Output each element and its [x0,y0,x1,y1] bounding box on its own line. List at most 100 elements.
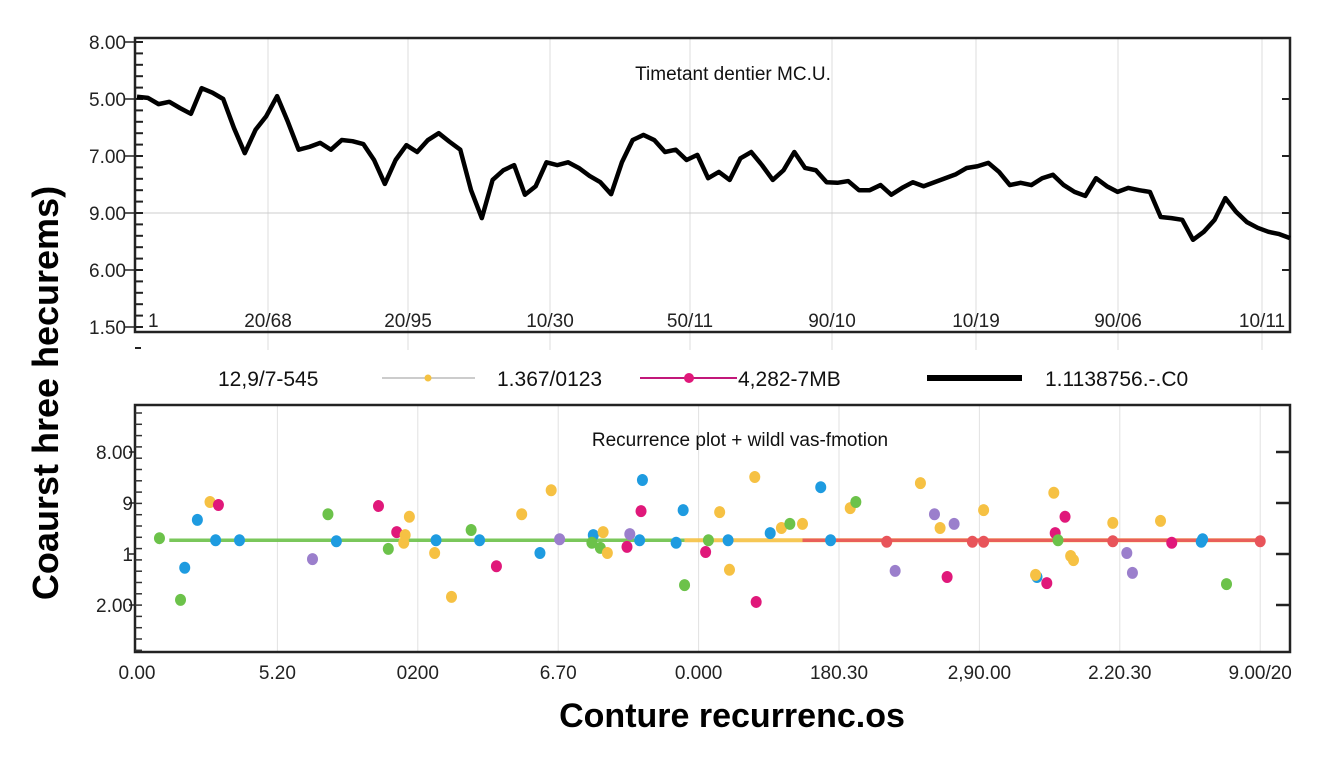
x-tick-label: 0200 [397,663,439,684]
scatter-point-pink [1166,536,1178,549]
scatter-point-red [978,535,990,548]
y-tick-label: 7.00 [89,147,126,168]
legend-label: 1.1138756.-.C0 [1045,368,1188,391]
legend-marker [684,373,694,383]
scatter-point-yellow [978,504,990,517]
scatter-point-pink [1041,577,1053,590]
scatter-point-purple [948,517,960,530]
scatter-point-pink [621,540,633,553]
scatter-point-yellow [714,506,726,519]
x-tick-label: 90/10 [808,311,856,332]
scatter-point-blue [636,474,648,487]
scatter-point-purple [307,553,318,566]
scatter-point-blue [330,535,342,548]
scatter-point-blue [233,534,245,547]
scatter-point-yellow [445,590,457,603]
legend-marker [424,374,432,382]
scatter-point-pink [700,545,712,558]
legend: 12,9/7-545 1.367/0123 4,282-7MB 1.1138756.-… [218,368,1188,391]
scatter-point-yellow [516,508,528,521]
legend-label: 12,9/7-545 [218,368,318,391]
x-tick-label: 90/06 [1094,311,1142,332]
scatter-point-green [382,542,394,555]
scatter-point-blue [722,534,734,547]
top-line-chart: 1.50 6.00 9.00 7.00 5.00 8.00 1 20/68 20/95 10/30… [89,33,1292,350]
x-tick-label: 9.00/20 [1228,663,1291,684]
scatter-point-yellow [934,521,946,534]
y-tick-label: 8.00 [89,33,126,54]
legend-label: 1.367/0123 [497,368,602,391]
scatter-point-yellow [601,546,613,559]
top-chart-title: Timetant dentier MC.U. [635,64,831,85]
scatter-point-red [1254,535,1266,548]
plot-frame [133,36,1292,334]
scatter-point-purple [928,508,940,521]
scatter-point-yellow [1155,514,1167,527]
y-tick-label: 1.50 [89,318,126,339]
scatter-point-green [175,593,187,606]
scatter-point-yellow [403,510,415,523]
scatter-point-blue [815,481,827,494]
scatter-point-yellow [914,477,926,490]
y-tick-label: 6.00 [89,261,126,282]
scatter-point-yellow [398,536,410,549]
scatter-point-red [966,535,978,548]
legend-label: 4,282-7MB [738,368,841,391]
x-tick-label: 2,90.00 [948,663,1011,684]
scatter-point-blue [825,534,837,547]
scatter-point-yellow [1067,554,1079,567]
scatter-point-yellow [429,546,441,559]
scatter-point-pink [941,570,953,583]
x-tick-label: 2.20.30 [1088,663,1151,684]
scatter-point-yellow [796,517,808,530]
y-tick-label: 9.00 [89,204,126,225]
scatter-point-pink [372,500,384,513]
y-tick-label: 8.00 [96,443,133,464]
scatter-point-yellow [723,563,735,576]
scatter-point-yellow [597,526,609,539]
x-tick-label: 10/19 [952,311,1000,332]
y-axis-label: Coaurst hree hecurems) [25,186,66,600]
scatter-point-green [679,579,691,592]
scatter-point-pink [391,526,403,539]
scatter-point-green [1052,534,1064,547]
scatter-point-pink [635,505,647,518]
x-tick-label: 10/11 [1239,311,1285,332]
scatter-point-red [881,535,893,548]
x-tick-label: 6.70 [540,663,577,684]
scatter-point-green [1221,578,1233,591]
scatter-point-pink [750,595,762,608]
scatter-point-purple [554,533,566,546]
y-tick-label: 1 [122,545,133,566]
x-tick-label: 1 [148,311,159,332]
scatter-point-blue [670,536,682,549]
scatter-point-yellow [1030,568,1042,581]
scatter-point-yellow [1048,486,1060,499]
scatter-point-yellow [1107,516,1119,529]
scatter-point-pink [212,499,224,512]
scatter-point-yellow [545,484,557,497]
scatter-point-purple [889,564,901,577]
x-tick-label: 5.20 [259,663,296,684]
plot-frame [133,403,1292,654]
scatter-point-purple [1126,566,1138,579]
scatter-point-blue [191,513,203,526]
y-tick-label: 5.00 [89,90,126,111]
scatter-point-blue [430,534,442,547]
scatter-point-red [1107,535,1119,548]
scatter-point-blue [1195,535,1207,548]
x-tick-label: 0.000 [675,663,723,684]
scatter-point-blue [764,527,776,540]
scatter-point-green [702,534,714,547]
y-tick-label: 9 [122,494,133,515]
scatter-point-blue [474,534,486,547]
x-tick-label: 50/11 [667,311,713,332]
scatter-point-pink [1059,510,1071,523]
scatter-point-blue [179,561,191,574]
scatter-point-yellow [204,495,216,508]
scatter-point-blue [210,534,222,547]
x-tick-label: 0.00 [119,663,156,684]
scatter-point-blue [677,504,689,517]
scatter-point-pink [490,560,502,573]
